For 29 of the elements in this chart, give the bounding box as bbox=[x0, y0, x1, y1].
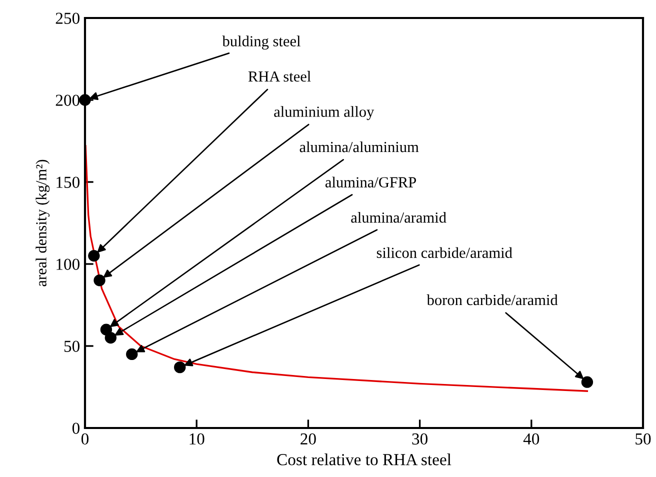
x-tick-label: 50 bbox=[636, 433, 651, 445]
y-tick-label: 100 bbox=[56, 258, 80, 270]
point bbox=[104, 332, 117, 344]
x-tick-label: 10 bbox=[190, 433, 204, 445]
annotation: alumina/aluminium bbox=[300, 141, 419, 152]
x-tick-label: 40 bbox=[523, 433, 540, 445]
annotation: RHA steel bbox=[248, 70, 311, 82]
y-tick-label: 250 bbox=[56, 12, 80, 24]
y-tick-label: 150 bbox=[56, 176, 80, 188]
x-axis-title: Cost relative to RHA steel bbox=[277, 454, 452, 466]
point bbox=[94, 274, 106, 286]
annotation: alumina/aramid bbox=[351, 212, 446, 223]
x-tick-label: 30 bbox=[412, 433, 428, 445]
point bbox=[126, 348, 138, 360]
x-tick-label: 20 bbox=[300, 433, 316, 445]
y-tick-label: 200 bbox=[56, 94, 80, 106]
annotation: silicon carbide/aramid bbox=[376, 247, 512, 258]
annotation: aluminium alloy bbox=[274, 106, 374, 120]
annotation: alumina/GFRP bbox=[325, 176, 416, 188]
annotation: boron carbide/aramid bbox=[426, 294, 558, 306]
point bbox=[174, 361, 186, 374]
annotation: bulding steel bbox=[222, 36, 300, 50]
x-tick-label: 0 bbox=[81, 433, 89, 445]
point bbox=[581, 376, 594, 388]
point bbox=[88, 250, 100, 262]
point bbox=[79, 94, 91, 106]
y-axis-title: areal density (kg/m²) bbox=[36, 160, 50, 286]
y-tick-label: 50 bbox=[64, 340, 80, 352]
y-tick-label: 0 bbox=[72, 422, 80, 434]
